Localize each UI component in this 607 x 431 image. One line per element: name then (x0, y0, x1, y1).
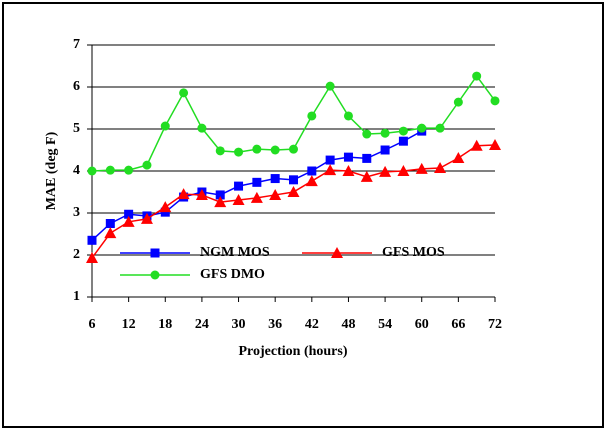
marker (142, 160, 152, 170)
marker (105, 165, 115, 175)
marker (343, 111, 353, 121)
marker (452, 151, 465, 163)
marker (150, 248, 160, 258)
marker (325, 155, 335, 165)
marker (195, 188, 208, 200)
y-tick-label: 6 (73, 79, 80, 94)
y-axis-label: MAE (deg F) (44, 131, 59, 210)
marker (215, 190, 225, 200)
legend-label: GFS DMO (200, 267, 265, 282)
y-tick-label: 1 (73, 289, 80, 304)
marker (307, 111, 317, 121)
marker (287, 186, 300, 197)
x-tick-label: 30 (232, 317, 246, 332)
marker (269, 188, 282, 200)
marker (380, 128, 390, 138)
marker (160, 207, 170, 217)
y-tick-label: 2 (73, 247, 80, 262)
marker (87, 235, 97, 245)
marker (398, 126, 408, 136)
marker (360, 170, 373, 182)
x-tick-label: 72 (488, 317, 502, 332)
y-tick-label: 7 (73, 37, 80, 52)
y-tick-label: 3 (73, 205, 80, 220)
marker (434, 162, 447, 174)
marker (379, 165, 392, 177)
marker (362, 153, 372, 163)
marker (305, 175, 318, 187)
marker (150, 270, 160, 280)
marker (489, 138, 501, 150)
marker (250, 191, 263, 203)
marker (124, 165, 134, 175)
marker (124, 209, 134, 219)
marker (214, 196, 227, 208)
marker (232, 193, 245, 205)
marker (160, 121, 170, 131)
marker (105, 219, 115, 228)
marker (177, 188, 190, 200)
marker (417, 123, 427, 133)
marker (289, 144, 298, 154)
marker (104, 227, 117, 239)
marker (362, 129, 372, 139)
x-tick-label: 12 (122, 317, 136, 332)
marker (472, 71, 482, 81)
marker (453, 97, 463, 107)
marker (252, 144, 262, 154)
marker (397, 165, 410, 176)
x-tick-label: 18 (158, 317, 172, 332)
x-tick-label: 66 (451, 317, 465, 332)
x-axis-label: Projection (hours) (239, 344, 348, 359)
x-tick-label: 60 (415, 317, 429, 332)
marker (179, 88, 189, 98)
marker (252, 177, 262, 187)
marker (140, 212, 153, 224)
marker (470, 139, 483, 151)
marker (87, 166, 97, 176)
legend-label: GFS MOS (382, 245, 445, 260)
marker (490, 96, 500, 106)
marker (289, 175, 298, 185)
marker (270, 145, 280, 155)
marker (342, 165, 355, 176)
marker (398, 136, 408, 146)
marker (324, 164, 337, 176)
marker (122, 215, 135, 227)
marker (234, 147, 244, 157)
x-tick-label: 48 (341, 317, 355, 332)
marker (307, 166, 317, 176)
x-tick-label: 42 (305, 317, 319, 332)
x-tick-label: 24 (195, 317, 209, 332)
marker (86, 251, 98, 263)
marker (435, 123, 445, 133)
legend-label: NGM MOS (200, 245, 270, 260)
marker (415, 162, 428, 174)
marker (215, 146, 225, 156)
marker (380, 145, 390, 155)
marker (270, 174, 280, 184)
x-tick-label: 54 (378, 317, 392, 332)
marker (197, 123, 207, 133)
y-tick-label: 5 (73, 121, 80, 136)
x-tick-label: 36 (268, 317, 282, 332)
y-tick-label: 4 (73, 163, 80, 178)
marker (234, 181, 244, 191)
marker (331, 247, 343, 258)
marker (159, 201, 172, 213)
x-tick-label: 6 (89, 317, 96, 332)
marker (343, 152, 353, 162)
marker (325, 81, 335, 91)
